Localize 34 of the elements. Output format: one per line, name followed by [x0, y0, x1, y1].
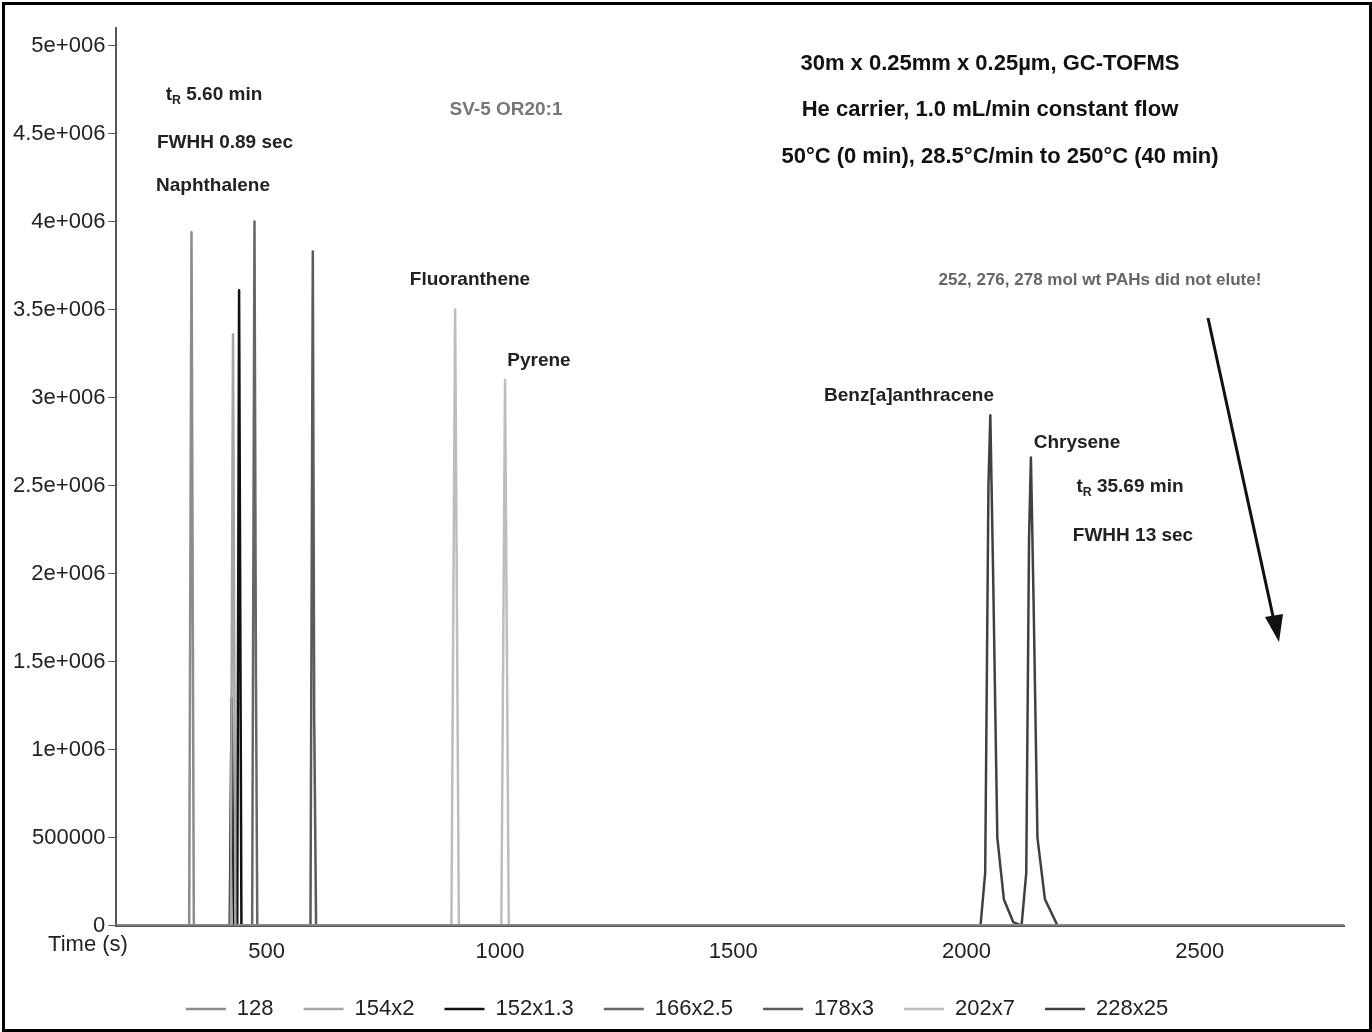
annotation: SV-5 OR20:1	[449, 98, 563, 120]
legend-label: 202x7	[955, 995, 1015, 1021]
legend-label: 178x3	[814, 995, 875, 1021]
annotation: 252, 276, 278 mol wt PAHs did not elute!	[938, 269, 1262, 289]
y-tick-label: 1.5e+006	[13, 647, 106, 673]
x-tick-label: 500	[248, 937, 285, 963]
y-tick-label: 1e+006	[31, 735, 106, 761]
legend-label: 154x2	[354, 995, 415, 1021]
legend-label: 228x25	[1095, 995, 1169, 1021]
annotation: Chrysene	[1033, 431, 1121, 453]
annotation: 30m x 0.25mm x 0.25µm, GC-TOFMS	[800, 50, 1180, 76]
annotation: Pyrene	[507, 349, 571, 371]
x-tick-label: 2000	[942, 937, 991, 963]
annotation: 50°C (0 min), 28.5°C/min to 250°C (40 min)	[781, 143, 1219, 169]
y-tick-label: 4e+006	[31, 207, 106, 233]
y-tick-label: 2.5e+006	[13, 471, 106, 497]
y-tick-label: 5e+006	[31, 31, 106, 57]
y-tick-label: 4.5e+006	[13, 119, 106, 145]
y-tick-label: 3.5e+006	[13, 295, 106, 321]
legend-label: 128	[236, 995, 274, 1021]
y-tick-label: 3e+006	[31, 383, 106, 409]
annotation: He carrier, 1.0 mL/min constant flow	[801, 96, 1180, 122]
annotation: Benz[a]anthracene	[824, 384, 995, 406]
annotation: FWHH 13 sec	[1072, 524, 1194, 546]
y-tick-label: 500000	[31, 823, 106, 849]
x-tick-label: 1000	[475, 937, 525, 963]
annotation: FWHH 0.89 sec	[156, 131, 294, 153]
annotation: Fluoranthene	[409, 268, 531, 290]
legend-label: 152x1.3	[495, 995, 574, 1021]
legend-label: 166x2.5	[654, 995, 734, 1021]
annotation: Naphthalene	[155, 174, 271, 196]
y-tick-label: 2e+006	[31, 559, 106, 585]
x-tick-label: 1500	[708, 937, 758, 963]
x-tick-label: 2500	[1175, 937, 1225, 963]
